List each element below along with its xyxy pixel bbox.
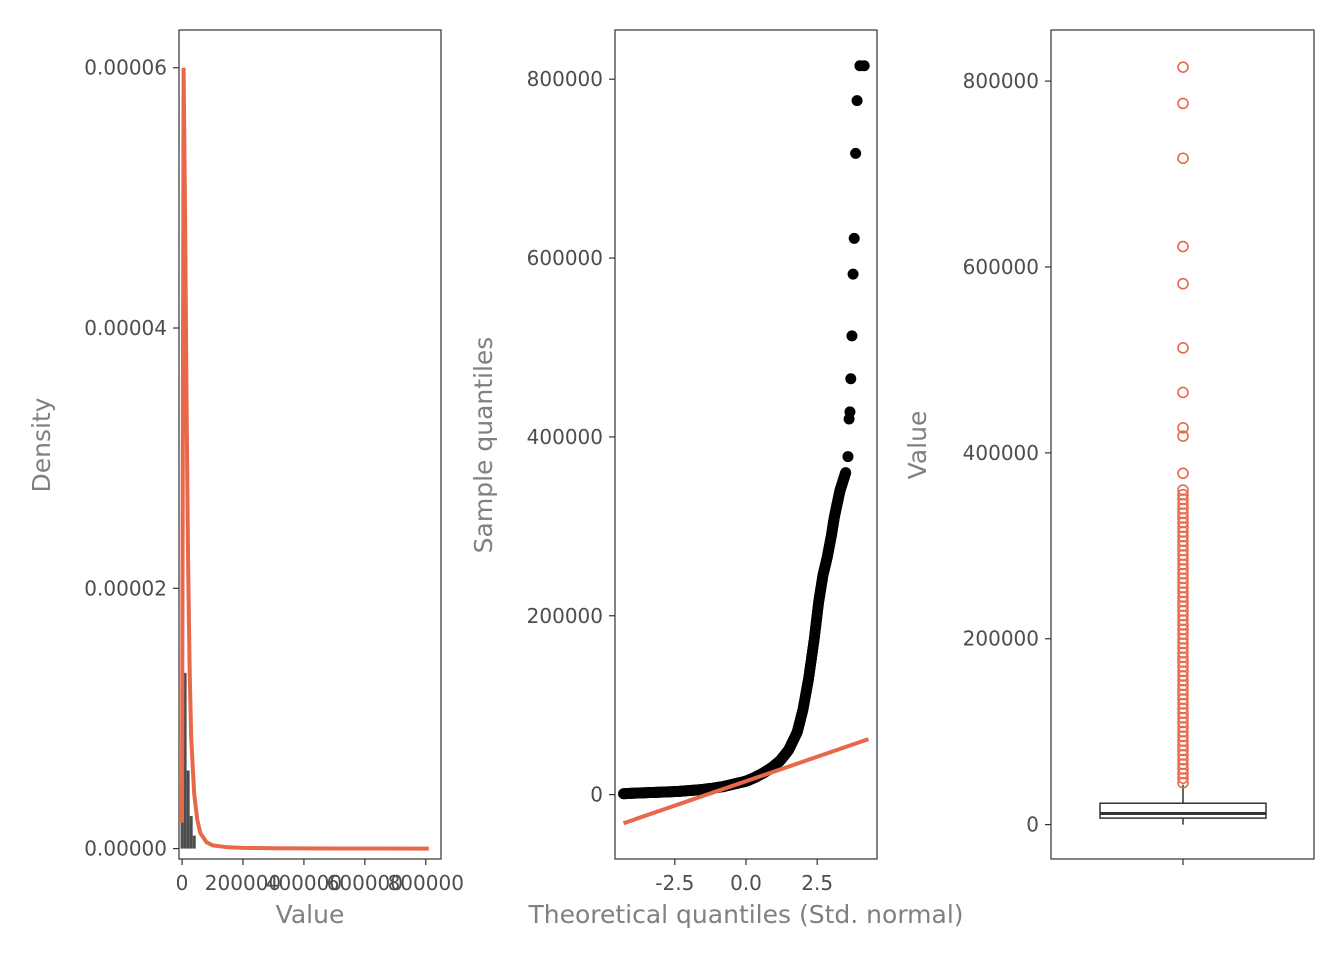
qq-y-axis-title: Sample quantiles (469, 337, 498, 554)
qq-point (851, 95, 863, 107)
qq-y-tick-label: 600000 (527, 246, 603, 270)
boxplot-outlier (1177, 240, 1189, 253)
boxplot-outlier (1177, 430, 1189, 442)
qq-panel: 0 200000 400000 600000 800000 -2.5 0.0 2.5 The… (469, 29, 964, 929)
density-panel-frame (178, 29, 442, 860)
boxplot-outliers (1177, 61, 1189, 789)
qq-panel-frame (614, 29, 878, 860)
qq-point (848, 232, 860, 244)
boxplot-y-tick-label: 400000 (963, 441, 1039, 465)
qq-point (845, 373, 857, 385)
density-x-tick-label: 600000 (327, 871, 403, 895)
density-y-tick-label: 0.00002 (84, 576, 167, 600)
boxplot-outlier (1177, 467, 1189, 480)
boxplot-iqr-box (1099, 802, 1267, 819)
density-x-tick-label: 0 (176, 871, 189, 895)
boxplot-outlier (1177, 277, 1189, 290)
boxplot-panel: 0 200000 400000 600000 800000 Value (903, 29, 1315, 865)
density-y-tick-label: 0.00006 (84, 56, 167, 80)
density-x-tick-label: 800000 (388, 871, 464, 895)
boxplot-outlier (1177, 152, 1189, 165)
density-y-axis: 0.00000 0.00002 0.00004 0.00006 (84, 56, 179, 861)
qq-x-axis: -2.5 0.0 2.5 (655, 859, 833, 895)
qq-y-tick-label: 400000 (527, 425, 603, 449)
boxplot-outlier (1177, 386, 1189, 399)
density-y-axis-title: Density (27, 397, 56, 492)
qq-point (844, 406, 856, 418)
boxplot-outlier (1177, 488, 1189, 501)
boxplot-y-axis-title: Value (903, 411, 932, 480)
density-y-tick-label: 0.00004 (84, 316, 167, 340)
qq-reference-line (622, 737, 870, 826)
boxplot-y-tick-label: 200000 (963, 627, 1039, 651)
qq-y-tick-label: 0 (590, 783, 603, 807)
boxplot-panel-frame (1050, 29, 1315, 860)
boxplot-outlier (1177, 342, 1189, 354)
qq-point (858, 60, 870, 72)
qq-point (847, 268, 859, 280)
density-panel: 0.00000 0.00002 0.00004 0.00006 0 2000004000… (27, 29, 464, 929)
boxplot-outlier (1177, 61, 1189, 73)
boxplot-y-tick-label: 800000 (963, 69, 1039, 93)
density-y-tick-label: 0.00000 (84, 837, 167, 861)
density-bar (186, 770, 190, 849)
qq-y-axis: 0 200000 400000 600000 800000 (527, 67, 615, 807)
qq-x-tick-label: 0.0 (730, 871, 762, 895)
boxplot-y-axis: 0 200000 400000 600000 800000 (963, 69, 1051, 837)
density-bar (183, 672, 187, 849)
boxplot-y-tick-label: 600000 (963, 255, 1039, 279)
qq-y-tick-label: 200000 (527, 604, 603, 628)
qq-x-axis-title: Theoretical quantiles (Std. normal) (527, 900, 963, 929)
boxplot-outlier (1177, 484, 1189, 496)
boxplot-box (1099, 784, 1267, 825)
boxplot-y-tick-label: 0 (1026, 813, 1039, 837)
density-bar (192, 835, 196, 849)
qq-point (850, 147, 862, 159)
qq-points (618, 60, 870, 800)
qq-point (842, 451, 854, 463)
qq-x-tick-label: 2.5 (801, 871, 833, 895)
qq-x-tick-label: -2.5 (655, 871, 694, 895)
qq-point (840, 467, 852, 479)
density-x-tick-label: 200000 (205, 871, 281, 895)
boxplot-outlier (1177, 97, 1189, 110)
density-curve (180, 67, 429, 851)
density-x-tick-label: 400000 (266, 871, 342, 895)
density-bar (189, 816, 193, 849)
qq-y-tick-label: 800000 (527, 67, 603, 91)
qq-point (846, 330, 858, 342)
boxplot-outlier (1177, 421, 1189, 434)
density-x-axis-title: Value (276, 900, 345, 929)
